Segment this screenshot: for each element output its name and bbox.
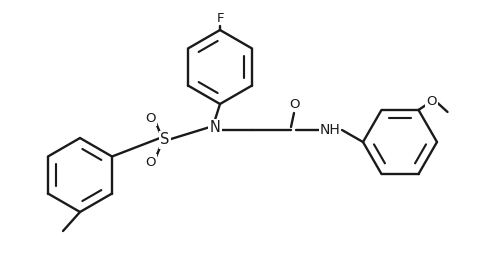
Text: O: O xyxy=(146,112,156,124)
Text: O: O xyxy=(289,98,299,112)
Text: O: O xyxy=(146,156,156,169)
Text: N: N xyxy=(210,121,220,136)
Text: F: F xyxy=(216,13,224,25)
Text: O: O xyxy=(426,95,437,109)
Text: S: S xyxy=(160,133,170,147)
Text: NH: NH xyxy=(320,123,340,137)
